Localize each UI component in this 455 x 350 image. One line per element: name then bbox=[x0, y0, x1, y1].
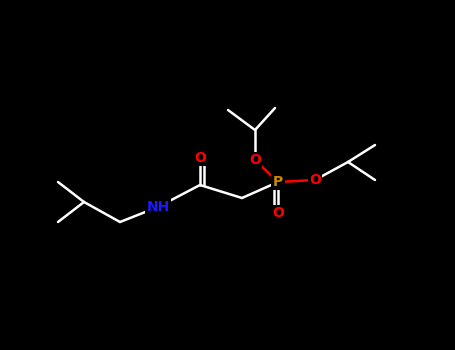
Text: O: O bbox=[309, 173, 321, 187]
Text: O: O bbox=[194, 151, 206, 165]
Text: O: O bbox=[272, 206, 284, 220]
Text: O: O bbox=[249, 153, 261, 167]
Text: P: P bbox=[273, 175, 283, 189]
Text: NH: NH bbox=[147, 200, 170, 214]
